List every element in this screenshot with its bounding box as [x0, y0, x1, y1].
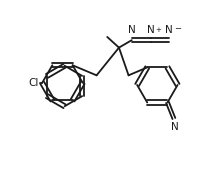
Text: N: N	[171, 122, 179, 132]
Text: Cl: Cl	[28, 78, 38, 88]
Text: N: N	[165, 25, 173, 35]
Text: N: N	[147, 25, 155, 35]
Text: N: N	[128, 25, 136, 35]
Text: +: +	[156, 27, 161, 33]
Text: −: −	[174, 24, 181, 33]
